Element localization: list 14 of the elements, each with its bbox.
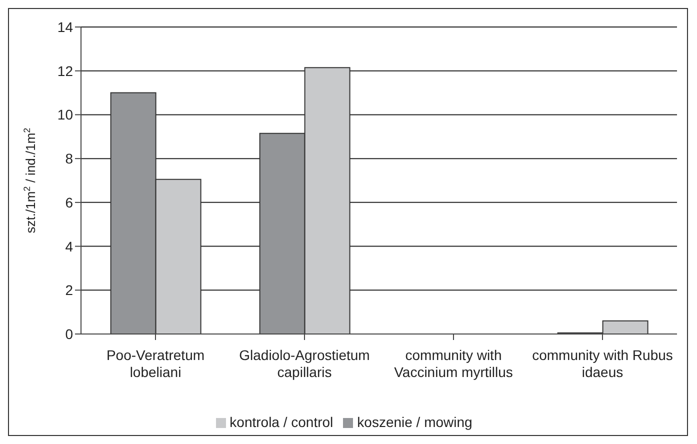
y-tick-label: 4	[65, 238, 74, 254]
y-tick-label: 14	[57, 18, 74, 35]
x-tick-label: Poo-Veratretum lobeliani	[106, 347, 205, 380]
y-tick-label: 8	[65, 150, 74, 167]
y-tick-label: 6	[65, 194, 74, 210]
x-tick-label: Gladiolo-Agrostietum capillaris	[239, 347, 370, 380]
x-tick-label: community with Rubus idaeus	[532, 347, 673, 380]
legend-label: koszenie / mowing	[357, 414, 472, 430]
y-tick-label: 10	[57, 106, 74, 123]
y-tick-label: 0	[65, 326, 74, 342]
y-tick-label: 12	[57, 62, 74, 79]
legend-label: kontrola / control	[230, 414, 334, 430]
x-tick-label: community with Vaccinium myrtillus	[394, 347, 513, 380]
y-tick-label: 2	[65, 282, 74, 298]
